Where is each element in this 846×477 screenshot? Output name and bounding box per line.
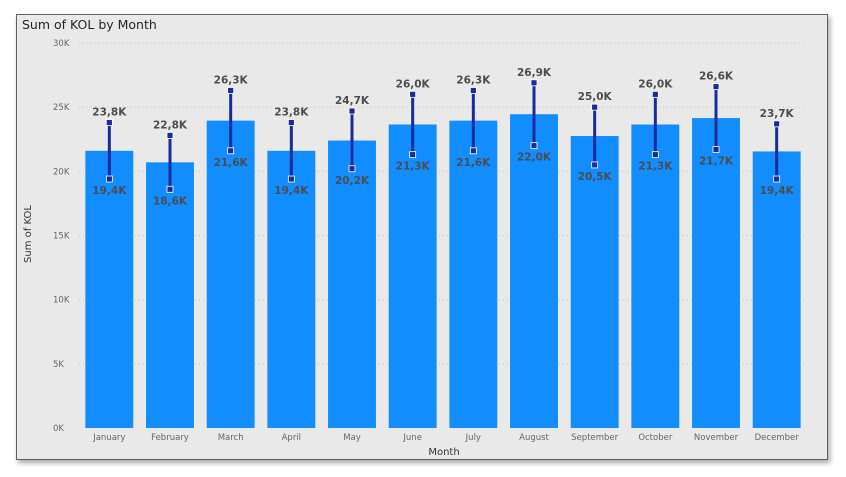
error-bar-lower-cap bbox=[105, 175, 113, 183]
error-bar-lower-cap bbox=[773, 175, 781, 183]
error-bar-upper-cap bbox=[651, 90, 659, 98]
lower-bound-label: 21,7K bbox=[699, 156, 734, 168]
error-bar-upper-cap bbox=[469, 87, 477, 94]
x-tick-label: October bbox=[638, 433, 673, 443]
x-tick-label: April bbox=[282, 433, 301, 443]
error-bar-lower-cap bbox=[348, 165, 356, 173]
x-tick-label: May bbox=[343, 433, 361, 443]
lower-bound-label: 19,4K bbox=[92, 185, 127, 197]
upper-bound-label: 26,0K bbox=[396, 78, 431, 90]
upper-bound-label: 23,8K bbox=[92, 107, 127, 119]
x-tick-label: February bbox=[151, 433, 189, 443]
y-tick-label: 5K bbox=[53, 360, 64, 370]
lower-bound-label: 21,6K bbox=[456, 157, 491, 169]
error-bar-upper-cap bbox=[105, 119, 113, 126]
error-bar-lower-cap bbox=[530, 142, 538, 150]
y-tick-label: 10K bbox=[53, 296, 70, 306]
error-bar-upper-cap bbox=[773, 120, 781, 128]
upper-bound-label: 24,7K bbox=[335, 95, 370, 107]
lower-bound-label: 22,0K bbox=[517, 152, 552, 164]
error-bar-lower-cap bbox=[712, 146, 720, 153]
lower-bound-label: 19,4K bbox=[274, 185, 309, 197]
error-bar-upper-cap bbox=[287, 119, 295, 126]
error-bar-upper-cap bbox=[591, 103, 599, 111]
error-bar-upper-cap bbox=[166, 132, 174, 139]
x-tick-label: July bbox=[465, 433, 481, 443]
bar[interactable] bbox=[146, 162, 194, 428]
upper-bound-label: 23,8K bbox=[274, 107, 309, 119]
lower-bound-label: 20,2K bbox=[335, 175, 370, 187]
lower-bound-label: 18,6K bbox=[153, 195, 188, 207]
error-bar-lower-cap bbox=[469, 147, 477, 155]
bar[interactable] bbox=[85, 150, 134, 429]
bar-chart: 23,8K 19,4K 22,8K 18,6K 26,3K 21,6K 23,8K 19,4K… bbox=[23, 39, 807, 458]
error-bar-lower-cap bbox=[287, 175, 295, 183]
y-tick-label: 15K bbox=[53, 232, 70, 242]
upper-bound-label: 25,0K bbox=[578, 91, 613, 103]
error-bar-upper-cap bbox=[227, 87, 235, 94]
x-tick-label: December bbox=[755, 433, 800, 443]
upper-bound-label: 26,3K bbox=[456, 74, 491, 86]
x-tick-label: March bbox=[218, 433, 244, 443]
upper-bound-label: 26,6K bbox=[699, 71, 734, 83]
upper-bound-label: 26,3K bbox=[214, 74, 249, 86]
error-bar-lower-cap bbox=[651, 151, 659, 159]
error-bar-lower-cap bbox=[227, 147, 235, 155]
bar[interactable] bbox=[631, 124, 680, 428]
y-tick-label: 20K bbox=[53, 167, 70, 177]
x-tick-label: January bbox=[92, 433, 125, 443]
x-axis-title: Month bbox=[428, 447, 459, 458]
upper-bound-label: 22,8K bbox=[153, 119, 188, 131]
error-bar-lower-cap bbox=[591, 161, 599, 169]
x-tick-label: June bbox=[402, 433, 422, 443]
lower-bound-label: 21,6K bbox=[214, 157, 249, 169]
upper-bound-label: 23,7K bbox=[760, 108, 795, 120]
y-tick-label: 30K bbox=[53, 39, 70, 49]
bar[interactable] bbox=[752, 151, 801, 429]
bar[interactable] bbox=[570, 136, 619, 428]
x-tick-label: September bbox=[571, 433, 618, 443]
x-tick-label: August bbox=[519, 433, 549, 443]
chart-visual: Sum of KOL by Month 23,8K 19,4K 22,8K 18,6K… bbox=[16, 14, 828, 460]
y-tick-label: 25K bbox=[53, 103, 70, 113]
bar[interactable] bbox=[388, 124, 437, 428]
x-tick-label: November bbox=[694, 433, 739, 443]
bar[interactable] bbox=[328, 140, 376, 428]
bar[interactable] bbox=[206, 120, 255, 429]
y-tick-label: 0K bbox=[53, 424, 64, 434]
bar[interactable] bbox=[510, 114, 558, 428]
upper-bound-label: 26,9K bbox=[517, 67, 552, 79]
error-bar-upper-cap bbox=[348, 107, 356, 115]
bar[interactable] bbox=[449, 120, 498, 429]
upper-bound-label: 26,0K bbox=[638, 78, 673, 90]
chart-title: Sum of KOL by Month bbox=[22, 17, 157, 32]
bar[interactable] bbox=[267, 150, 316, 429]
lower-bound-label: 20,5K bbox=[578, 171, 613, 183]
error-bar-upper-cap bbox=[712, 83, 720, 91]
error-bar-upper-cap bbox=[409, 90, 417, 98]
error-bar-lower-cap bbox=[409, 151, 417, 159]
bar[interactable] bbox=[692, 118, 740, 428]
lower-bound-label: 21,3K bbox=[396, 161, 431, 173]
y-axis-title: Sum of KOL bbox=[23, 205, 34, 263]
lower-bound-label: 21,3K bbox=[638, 161, 673, 173]
error-bar-upper-cap bbox=[530, 79, 538, 87]
error-bar-lower-cap bbox=[166, 185, 174, 193]
lower-bound-label: 19,4K bbox=[760, 185, 795, 197]
